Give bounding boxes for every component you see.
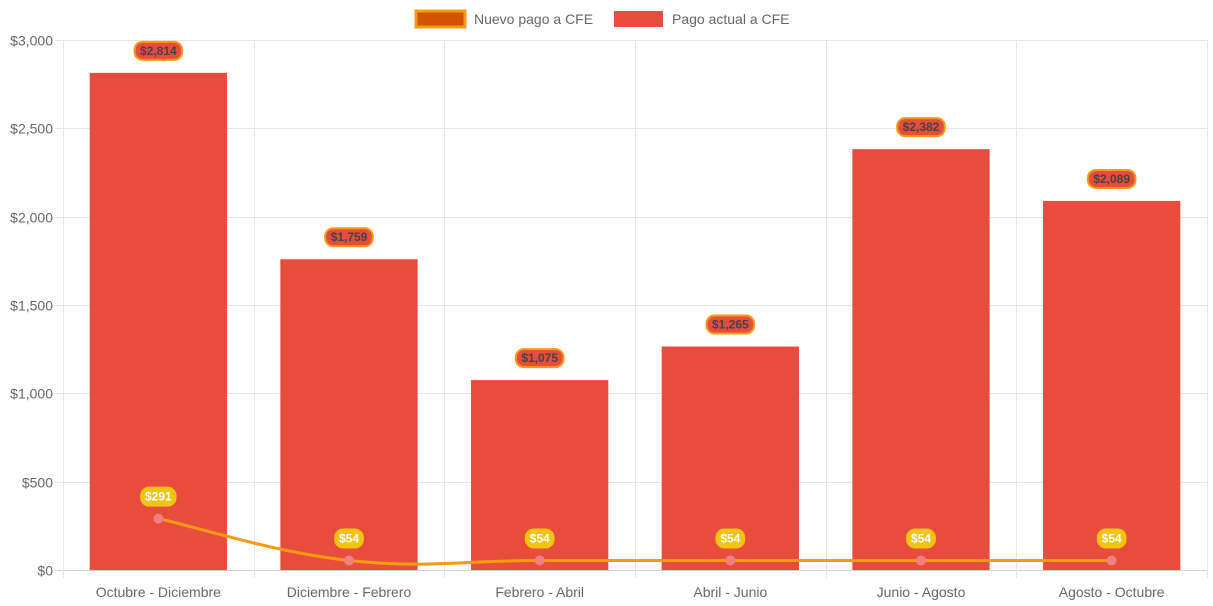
legend-swatch-new-payment bbox=[414, 9, 467, 29]
bar-data-label-text: $2,089 bbox=[1093, 172, 1130, 186]
bar-data-label: $2,382 bbox=[896, 117, 946, 138]
y-tick-label: $0 bbox=[37, 563, 53, 579]
bar-data-label-bg bbox=[1086, 168, 1137, 189]
bar bbox=[1043, 200, 1181, 570]
bar-data-label: $2,814 bbox=[133, 40, 184, 61]
legend-label-current-payment: Pago actual a CFE bbox=[672, 11, 790, 27]
line-series bbox=[153, 513, 1117, 566]
line-data-label-bg bbox=[334, 528, 364, 549]
legend-label-new-payment: Nuevo pago a CFE bbox=[474, 11, 593, 27]
bar-data-label-text: $1,265 bbox=[712, 318, 749, 332]
line-point bbox=[153, 513, 164, 524]
line-data-label-text: $54 bbox=[911, 531, 931, 545]
legend-item-current-payment[interactable]: Pago actual a CFE bbox=[614, 11, 790, 27]
line-data-label-text: $54 bbox=[720, 531, 740, 545]
line-data-label: $54 bbox=[334, 528, 364, 549]
bar-data-label: $1,759 bbox=[324, 227, 374, 248]
bar bbox=[280, 259, 418, 570]
y-tick-label: $2,000 bbox=[10, 210, 53, 226]
y-tick-label: $3,000 bbox=[10, 33, 53, 49]
bar-data-label: $1,265 bbox=[705, 314, 756, 335]
line-point bbox=[725, 555, 736, 566]
bar-data-label-text: $2,814 bbox=[140, 44, 177, 58]
line-data-label-bg bbox=[140, 486, 177, 507]
line-data-label-text: $54 bbox=[339, 531, 359, 545]
bar-data-label-text: $1,759 bbox=[331, 230, 368, 244]
line-data-label-bg bbox=[1096, 528, 1127, 549]
grid bbox=[55, 40, 1208, 578]
x-tick-label: Abril - Junio bbox=[693, 584, 767, 600]
data-labels: $2,814 $1,759 $1,075 $1,265 $2,382 $2,089 $291… bbox=[133, 40, 1137, 549]
bar-data-label: $2,089 bbox=[1086, 168, 1137, 189]
x-tick-label: Febrero - Abril bbox=[495, 584, 584, 600]
y-tick-label: $2,500 bbox=[10, 121, 53, 137]
bar-data-label-bg bbox=[324, 227, 374, 248]
line-data-label: $291 bbox=[140, 486, 177, 507]
y-tick-label: $1,000 bbox=[10, 386, 53, 402]
line-path bbox=[158, 517, 1112, 566]
bar bbox=[852, 149, 990, 570]
line-data-label: $54 bbox=[1096, 528, 1127, 549]
axes: $0 $500 $1,000 $1,500 $2,000 $2,500 $3,000 Octu… bbox=[10, 33, 1165, 601]
line-data-label: $54 bbox=[524, 528, 555, 549]
line-point bbox=[534, 555, 545, 566]
line-data-label-text: $54 bbox=[530, 531, 550, 545]
x-tick-label: Octubre - Diciembre bbox=[96, 584, 221, 600]
y-tick-label: $1,500 bbox=[10, 298, 53, 314]
legend-item-new-payment[interactable]: Nuevo pago a CFE bbox=[414, 9, 593, 29]
bar-data-label-bg bbox=[514, 348, 565, 369]
x-tick-label: Junio - Agosto bbox=[877, 584, 966, 600]
line-data-label: $54 bbox=[906, 528, 936, 549]
line-data-label-bg bbox=[715, 528, 746, 549]
line-point bbox=[916, 555, 926, 566]
line-point bbox=[1106, 555, 1117, 566]
x-tick-label: Diciembre - Febrero bbox=[287, 584, 412, 600]
line-data-label: $54 bbox=[715, 528, 746, 549]
line-data-label-text: $54 bbox=[1102, 531, 1122, 545]
legend-swatch-current-payment bbox=[614, 11, 663, 27]
bar-data-label-text: $1,075 bbox=[521, 351, 558, 365]
legend[interactable]: Nuevo pago a CFE Pago actual a CFE bbox=[414, 9, 790, 29]
bar-data-label: $1,075 bbox=[514, 348, 565, 369]
line-data-label-bg bbox=[906, 528, 936, 549]
bar-data-label-bg bbox=[705, 314, 756, 335]
x-tick-label: Agosto - Octubre bbox=[1059, 584, 1165, 600]
bar-data-label-bg bbox=[133, 40, 184, 61]
y-tick-label: $500 bbox=[22, 475, 53, 491]
line-point bbox=[344, 555, 354, 566]
line-data-label-bg bbox=[524, 528, 555, 549]
bar-data-label-text: $2,382 bbox=[903, 120, 940, 134]
line-data-label-text: $291 bbox=[145, 490, 172, 504]
bar-data-label-bg bbox=[896, 117, 946, 138]
